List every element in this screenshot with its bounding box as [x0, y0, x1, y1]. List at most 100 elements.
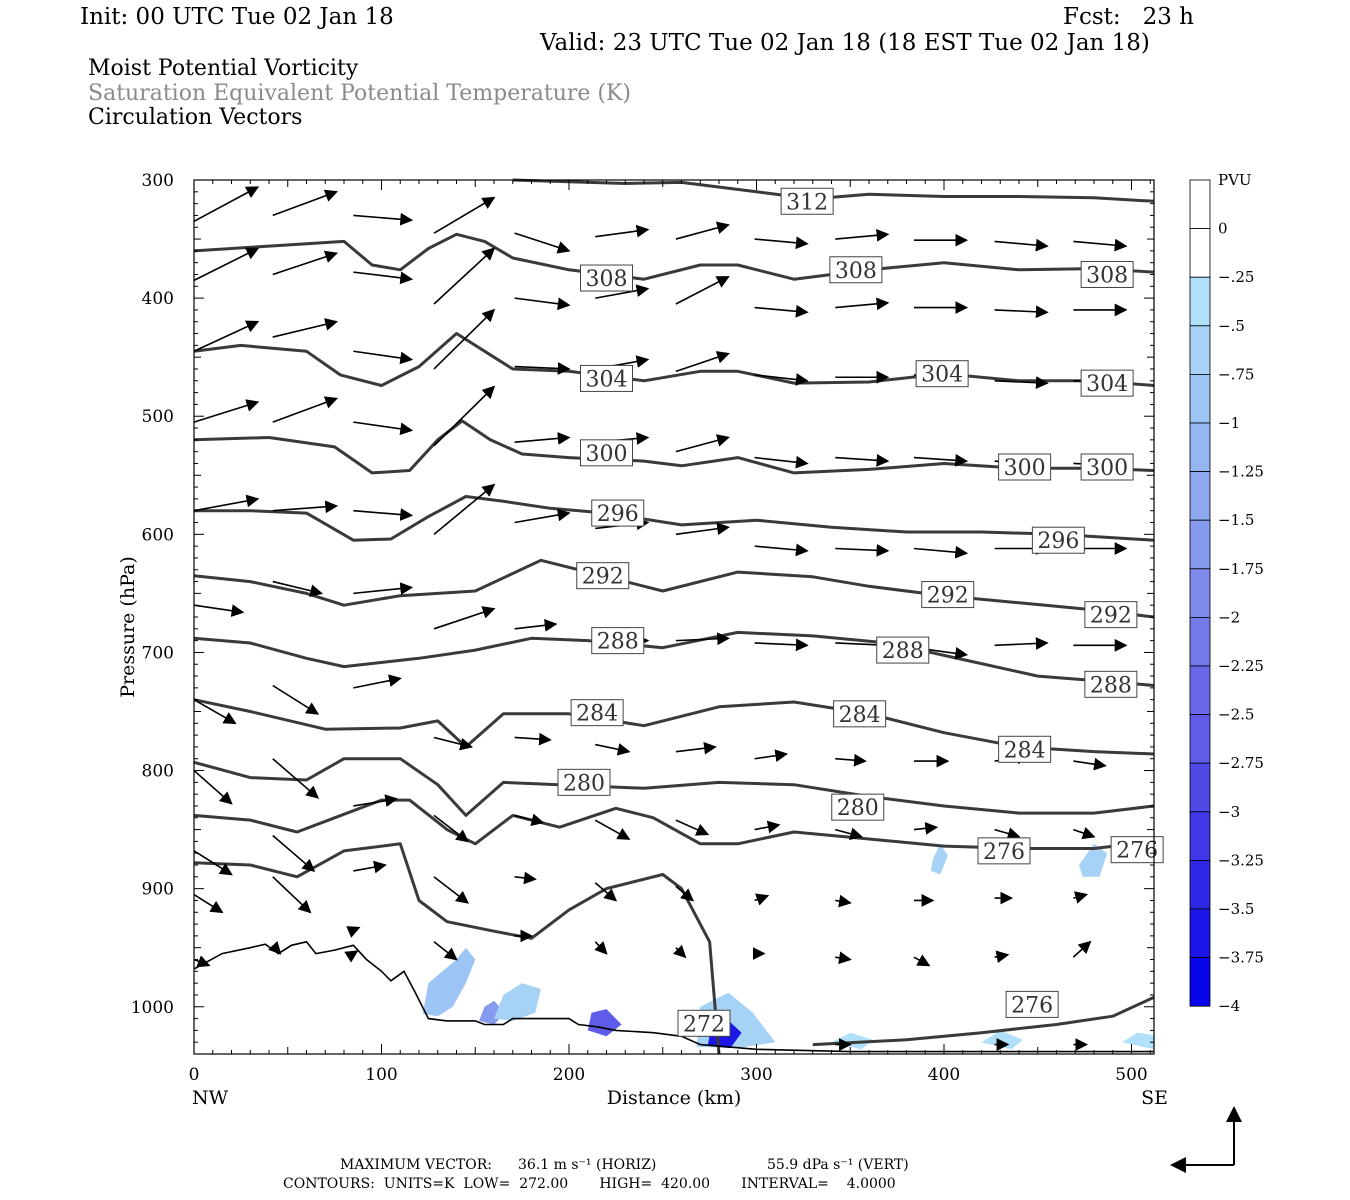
circulation-vector: [675, 276, 730, 305]
colorbar-swatch: [1189, 276, 1211, 327]
circulation-vector: [514, 732, 552, 746]
circulation-vector: [595, 224, 650, 238]
isotherm-label-box: [580, 264, 633, 292]
circulation-vector: [193, 769, 233, 805]
circulation-vector: [514, 813, 545, 826]
isotherm-label-box: [977, 837, 1031, 865]
colorbar-label: −.75: [1218, 365, 1254, 383]
forecast-hour: Fcst: 23 h: [1063, 4, 1194, 30]
isotherm-label: 288: [1090, 673, 1132, 698]
circulation-vector: [675, 632, 730, 646]
circulation-vector: [1073, 891, 1089, 904]
isotherm-label: 300: [1004, 456, 1046, 481]
isotherm-label: 276: [983, 840, 1025, 865]
isotherm-label-box: [1084, 670, 1138, 698]
pv-patch: [1122, 1032, 1154, 1050]
colorbar-label: −.25: [1218, 268, 1254, 286]
isotherm-label-box: [833, 700, 887, 728]
circulation-vector: [514, 432, 571, 445]
isotherm-label: 292: [582, 565, 624, 590]
circulation-vector: [353, 860, 387, 874]
circulation-vector: [835, 753, 867, 767]
colorbar-label: −4: [1218, 997, 1240, 1015]
circulation-vector: [433, 876, 470, 904]
isotherm-296: [194, 495, 1155, 542]
max-vector-label: MAXIMUM VECTOR:: [340, 1157, 492, 1173]
circulation-vector: [433, 308, 496, 370]
circulation-vector: [754, 543, 809, 557]
colorbar-label: −3: [1218, 803, 1240, 821]
circulation-vector: [675, 885, 694, 902]
isotherm-276: [193, 798, 1155, 850]
circulation-vector: [672, 944, 687, 959]
circulation-vector: [346, 926, 361, 938]
circulation-vector: [353, 212, 414, 226]
isotherm-label-box: [1080, 369, 1134, 397]
circulation-vector: [754, 304, 809, 318]
colorbar-label: −1.25: [1218, 463, 1264, 481]
y-tick-label: 900: [142, 880, 174, 900]
circulation-vector: [514, 362, 571, 375]
colorbar-label: −3.75: [1218, 949, 1264, 967]
circulation-vector: [594, 882, 618, 902]
circulation-vector: [353, 508, 414, 521]
circulation-vector: [433, 736, 474, 751]
isotherm-label-box: [580, 439, 633, 467]
circulation-vector: [1073, 826, 1096, 840]
title-line-1: Moist Potential Vorticity: [88, 56, 359, 81]
isotherm-label-box: [677, 1009, 731, 1037]
colorbar-label: −.5: [1218, 317, 1245, 335]
isotherm-label: 280: [563, 771, 605, 796]
colorbar-label: −2: [1218, 608, 1240, 626]
init-time: Init: 00 UTC Tue 02 Jan 18: [80, 4, 394, 30]
circulation-vector: [754, 749, 789, 762]
circulation-vector: [994, 950, 1010, 964]
circulation-vector: [754, 455, 809, 469]
colorbar-label: −2.25: [1218, 657, 1264, 675]
circulation-vector: [754, 373, 809, 386]
isotherm-label-box: [1031, 526, 1085, 554]
circulation-vector: [514, 232, 571, 254]
circulation-vector: [913, 453, 969, 467]
isotherm-label: 284: [839, 703, 881, 728]
circulation-vector: [193, 604, 245, 617]
circulation-vector: [913, 545, 969, 559]
isotherm-label-box: [591, 499, 645, 527]
isotherm-292: [193, 558, 1155, 619]
circulation-vector: [272, 250, 339, 276]
circulation-vector: [835, 297, 890, 311]
circulation-vector: [433, 196, 496, 234]
isotherm-label: 304: [586, 367, 628, 392]
circulation-vector: [353, 421, 414, 436]
isotherm-label: 304: [1086, 372, 1128, 397]
isotherm-label-box: [1084, 601, 1138, 629]
colorbar-swatch: [1189, 228, 1211, 278]
isotherm-label: 272: [683, 1012, 725, 1037]
isotherm-label-box: [780, 187, 834, 215]
circulation-vector: [433, 941, 458, 961]
isotherm-label: 280: [837, 796, 879, 821]
terrain-layer: [193, 940, 1154, 1053]
isotherm-label-box: [1080, 453, 1134, 481]
colorbar-swatch: [1189, 519, 1211, 570]
circulation-vector: [353, 582, 414, 595]
circulation-vector-layer: [193, 186, 1128, 1051]
circulation-vector: [675, 819, 710, 836]
y-tick-label: 500: [142, 407, 174, 427]
isotherm-label-layer: 312 308 308 308 304 304 304 300 300 300 296 296 292 2…: [557, 187, 1164, 1037]
circulation-vector: [353, 350, 414, 365]
circulation-vector: [272, 500, 339, 514]
pv-patch: [422, 947, 476, 1017]
pv-patch: [494, 983, 541, 1021]
y-tick-label: 1000: [131, 998, 174, 1018]
circulation-vector: [675, 221, 730, 240]
isotherm-label: 308: [586, 267, 628, 292]
circulation-vector: [595, 284, 650, 299]
circulation-vector: [835, 827, 864, 840]
max-vector-horiz: 36.1 m s⁻¹ (HORIZ): [518, 1157, 657, 1173]
circulation-vector: [193, 399, 260, 423]
colorbar-label: −1.75: [1218, 560, 1264, 578]
valid-time: Valid: 23 UTC Tue 02 Jan 18 (18 EST Tue …: [540, 30, 1150, 56]
isotherm-304: [193, 332, 1155, 387]
